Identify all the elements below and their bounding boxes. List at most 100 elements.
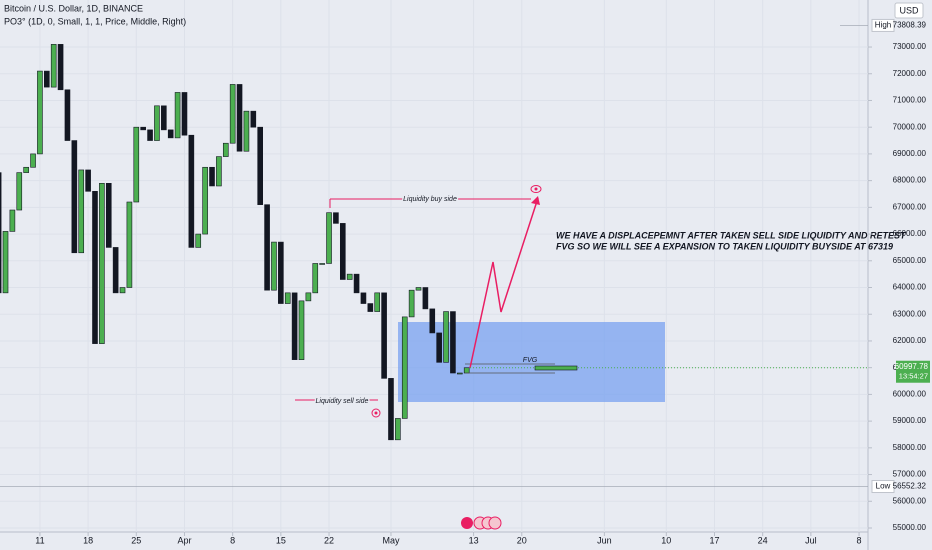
symbol-title: Bitcoin / U.S. Dollar, 1D, BINANCE <box>4 3 143 13</box>
y-tick-label: 72000.00 <box>893 69 927 78</box>
candle-body <box>30 153 36 168</box>
candle-body <box>305 292 312 302</box>
countdown: 13:54:27 <box>899 372 928 381</box>
candle-body <box>229 84 236 144</box>
candle-body <box>188 134 195 248</box>
candle-body <box>463 367 470 374</box>
y-tick-label: 64000.00 <box>893 283 927 292</box>
candle-body <box>457 372 463 375</box>
candle-body <box>374 292 381 312</box>
candle-body <box>99 183 105 344</box>
candle-body <box>291 292 298 360</box>
candle-body <box>353 273 360 294</box>
candle-body <box>450 311 456 374</box>
candle-body <box>401 316 408 419</box>
event-icon[interactable] <box>488 516 502 530</box>
sell-side-icon <box>371 408 381 418</box>
x-tick-label: 13 <box>469 535 479 545</box>
last-price: 60997.78 <box>895 362 929 371</box>
last-price-bg <box>896 360 930 383</box>
candle-body <box>326 212 332 264</box>
candle-body <box>85 169 91 192</box>
candle-body <box>78 169 85 254</box>
candle-body <box>23 166 29 173</box>
candle-body <box>271 241 277 291</box>
candle-body <box>16 172 23 211</box>
x-tick-label: 18 <box>83 535 93 545</box>
candle-body <box>388 378 394 441</box>
axes: 55000.00 56000.00 57000.00 58000.00 59000.00… <box>0 18 930 545</box>
x-tick-label: 25 <box>131 535 141 545</box>
y-tick-label: 63000.00 <box>893 309 927 318</box>
candle-body <box>216 156 222 187</box>
x-tick-label: 24 <box>758 535 768 545</box>
candle-body <box>44 70 50 88</box>
x-tick-label: 10 <box>661 535 671 545</box>
candle-body <box>339 223 346 280</box>
y-tick-label: 62000.00 <box>893 336 927 345</box>
candle-body <box>37 70 43 155</box>
candle-body <box>112 247 119 294</box>
grid <box>0 0 868 532</box>
candle-body <box>278 241 284 304</box>
candle-body <box>333 212 339 224</box>
candle-body <box>264 204 270 291</box>
y-tick-label: 65000.00 <box>893 256 927 265</box>
candles <box>0 44 470 441</box>
candle-body <box>429 308 436 334</box>
candle-body <box>2 231 9 294</box>
candle-body <box>443 311 449 363</box>
candle-body <box>319 263 325 265</box>
candle-body <box>50 44 57 88</box>
candle-body <box>119 287 126 294</box>
candle-body <box>236 84 243 152</box>
x-tick-label: 17 <box>709 535 719 545</box>
candle-body <box>105 183 112 248</box>
x-tick-label: 8 <box>857 535 862 545</box>
candle-body <box>209 166 215 187</box>
candle-body <box>0 172 2 294</box>
x-tick-label: 20 <box>517 535 527 545</box>
x-tick-label: Jul <box>805 535 817 545</box>
candle-body <box>284 292 291 304</box>
candle-body <box>167 129 174 139</box>
candle-body <box>395 418 401 441</box>
y-tick-label: 60000.00 <box>893 390 927 399</box>
currency-label[interactable]: USD <box>899 5 919 15</box>
high-price: 73808.39 <box>893 21 927 30</box>
candle-body <box>154 105 160 141</box>
candle-body <box>360 292 367 304</box>
event-icon[interactable] <box>461 517 473 529</box>
target-icon-dot <box>534 187 538 191</box>
currency-button[interactable] <box>894 2 924 19</box>
candle-body <box>195 233 202 248</box>
note-line: WE HAVE A DISPLACEPEMNT AFTER TAKEN SELL… <box>556 230 907 240</box>
y-tick-label: 66000.00 <box>893 229 927 238</box>
y-tick-label: 58000.00 <box>893 443 927 452</box>
candle-body <box>140 126 146 131</box>
x-tick-label: 11 <box>35 535 44 545</box>
candle-body <box>243 110 250 152</box>
y-tick-label: 71000.00 <box>893 96 927 105</box>
candle-body <box>250 110 257 128</box>
note-line: FVG SO WE WILL SEE A EXPANSION TO TAKEN … <box>556 241 893 251</box>
x-tick-label: 22 <box>324 535 334 545</box>
candle-body <box>161 105 167 131</box>
low-price: 56552.32 <box>893 482 927 491</box>
candle-body <box>174 92 181 139</box>
sell-side-label: Liquidity sell side <box>316 398 369 405</box>
x-tick-label: 8 <box>230 535 235 545</box>
fvg-label: FVG <box>523 357 538 364</box>
sell-side-icon-dot <box>374 411 378 415</box>
candle-body <box>346 273 353 280</box>
candle-body <box>9 209 16 232</box>
x-tick-label: Apr <box>177 535 191 545</box>
candle-body <box>71 140 78 254</box>
candle-body <box>422 287 429 310</box>
fvg-marker <box>534 365 578 371</box>
y-tick-label: 56000.00 <box>893 496 927 505</box>
candle-body <box>367 303 374 312</box>
